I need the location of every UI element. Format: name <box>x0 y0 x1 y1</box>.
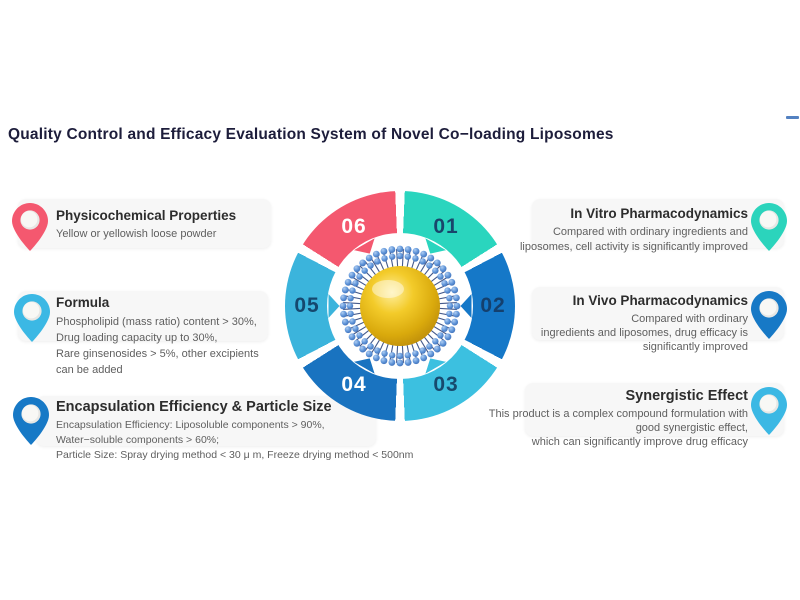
location-pin-icon <box>14 294 50 342</box>
location-pin-icon <box>12 203 48 251</box>
card-in-vitro <box>532 199 784 248</box>
segment-number: 06 <box>341 215 367 238</box>
callout-body: Phospholipid (mass ratio) content > 30%,… <box>56 316 259 376</box>
page-title: Quality Control and Efficacy Evaluation … <box>8 126 614 143</box>
segment-number: 03 <box>433 373 459 396</box>
location-pin-icon <box>13 397 49 445</box>
segment-number: 04 <box>341 373 367 396</box>
decorative-dash <box>786 116 799 119</box>
callout-body: Yellow or yellowish loose powder <box>56 228 217 240</box>
callout-title: Encapsulation Efficiency & Particle Size <box>56 399 332 415</box>
segment-number: 01 <box>433 215 459 238</box>
card-encapsulation <box>36 396 376 446</box>
card-physicochemical <box>18 199 271 248</box>
location-pin-icon <box>751 387 787 435</box>
card-formula <box>18 291 268 341</box>
location-pin-icon <box>751 203 787 251</box>
callout-body: Compared with ordinary ingredients and l… <box>519 226 748 253</box>
callout-title: Synergistic Effect <box>625 388 749 404</box>
liposome-icon <box>339 245 461 367</box>
callout-title: Physicochemical Properties <box>56 208 237 223</box>
callout-body: Compared with ordinary ingredients and l… <box>540 313 748 353</box>
location-pin-icon <box>751 291 787 339</box>
card-in-vivo <box>532 287 784 340</box>
callout-title: In Vitro Pharmacodynamics <box>570 206 748 221</box>
segment-number: 05 <box>294 294 320 317</box>
callout-body: Encapsulation Efficiency: Liposoluble co… <box>56 419 414 461</box>
callout-title: Formula <box>56 295 110 310</box>
callout-title: In Vivo Pharmacodynamics <box>572 293 748 308</box>
callout-body: This product is a complex compound formu… <box>488 408 748 448</box>
segment-number: 02 <box>480 294 506 317</box>
card-synergistic <box>525 383 784 436</box>
